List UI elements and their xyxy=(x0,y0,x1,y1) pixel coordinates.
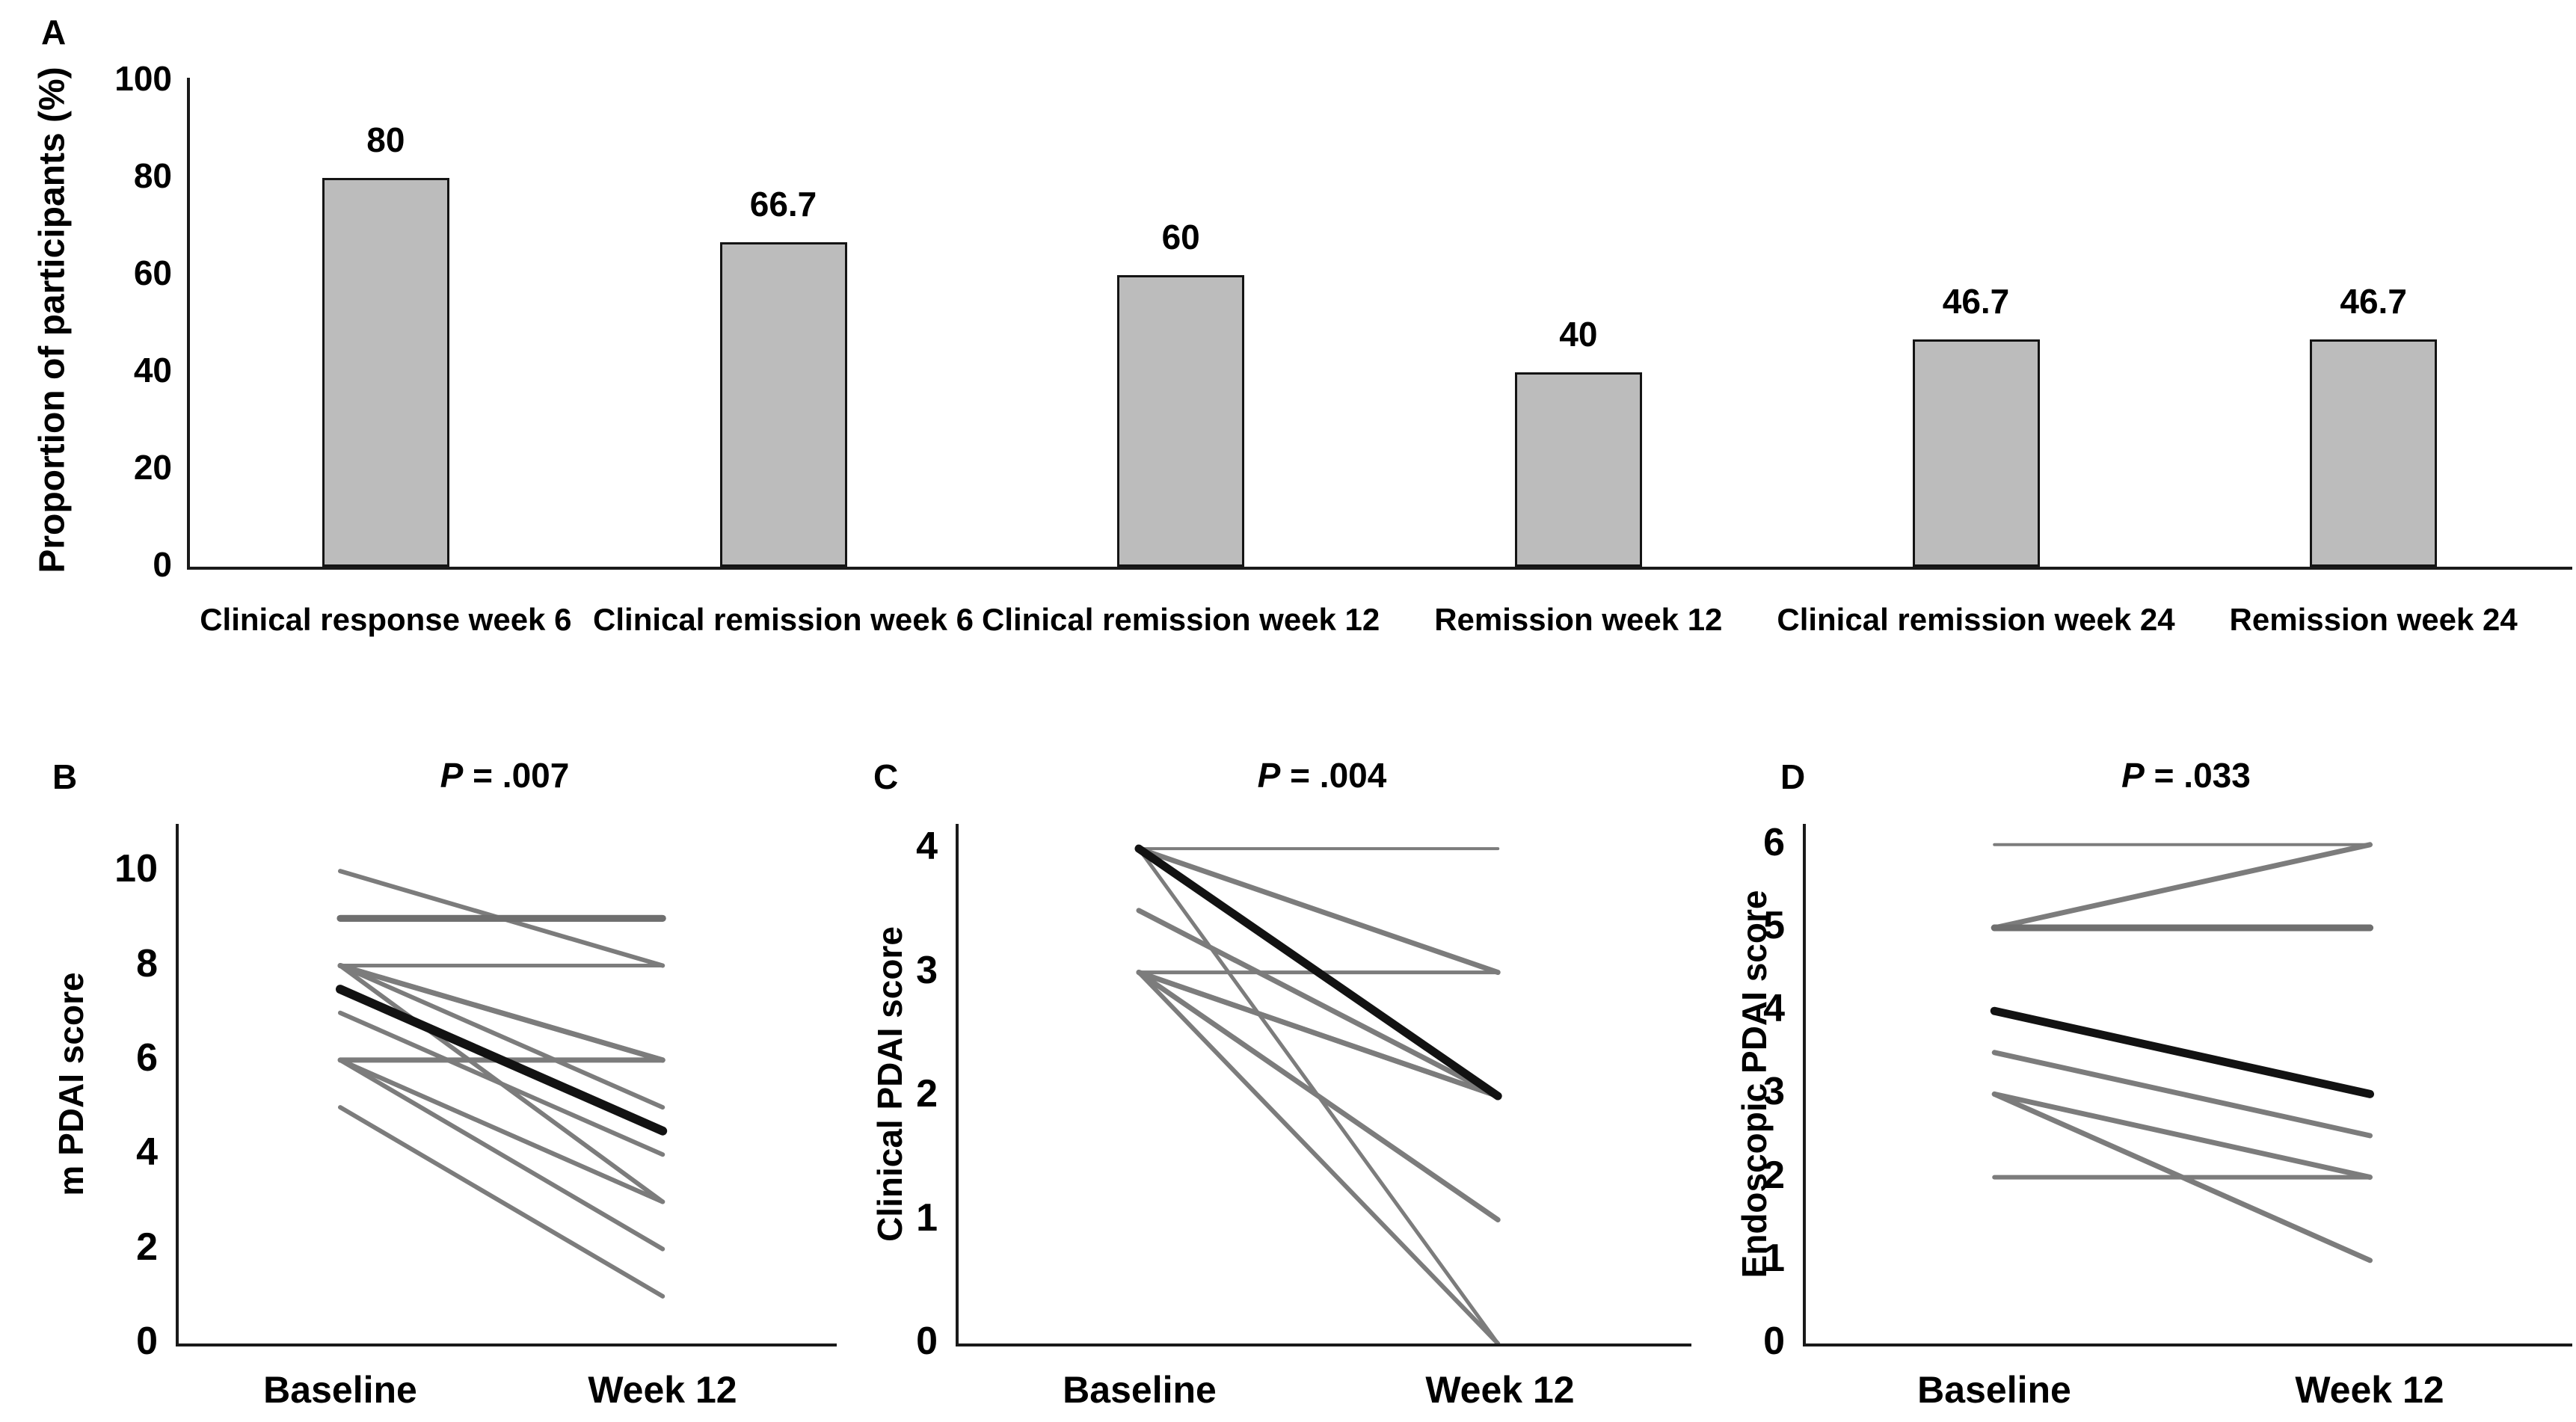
panel-b-x-tick-week12: Week 12 xyxy=(588,1369,737,1411)
panel-letter-d: D xyxy=(1780,757,1806,796)
y-tick-label: 2 xyxy=(1763,1153,1785,1197)
y-tick-label: 5 xyxy=(1763,904,1785,947)
p-value-text: = .007 xyxy=(463,756,570,795)
y-tick-label: 6 xyxy=(1763,820,1785,864)
panel-c-x-axis-line xyxy=(956,1343,1691,1346)
participant-line xyxy=(337,963,665,1063)
participant-line xyxy=(1136,970,1501,1223)
participant-line xyxy=(1991,842,2373,931)
panel-b-paired-lines xyxy=(336,869,668,1299)
panel-c-x-tick-week12: Week 12 xyxy=(1425,1369,1575,1411)
panel-b-y-axis-line xyxy=(176,824,179,1346)
panel-d-y-axis-line xyxy=(1803,824,1806,1346)
participant-line xyxy=(1136,970,1501,1099)
participant-line xyxy=(1991,1091,2373,1181)
panel-a-bar-chart: A Proportion of participants (%) 0 20 40 60… xyxy=(32,13,2572,637)
category-label: Clinical remission week 24 xyxy=(1777,602,2175,637)
category-label: Clinical remission week 6 xyxy=(593,602,974,637)
y-tick-label: 4 xyxy=(916,825,938,869)
p-value-text: = .033 xyxy=(2144,756,2251,795)
y-tick-label: 8 xyxy=(136,941,158,985)
y-tick-label: 0 xyxy=(916,1320,938,1363)
participant-line xyxy=(338,1057,665,1252)
y-tick-label: 6 xyxy=(136,1035,158,1080)
panel-d-x-tick-baseline: Baseline xyxy=(1917,1369,2071,1411)
y-tick-label: 60 xyxy=(133,253,172,292)
bar-2 xyxy=(719,242,847,567)
panel-letter-b: B xyxy=(52,757,78,796)
y-tick-label: 10 xyxy=(114,847,158,891)
panel-b-x-axis-line xyxy=(176,1343,837,1346)
panel-a-y-axis-line xyxy=(187,78,190,570)
median-line xyxy=(1990,1006,2374,1098)
y-tick-label: 3 xyxy=(916,948,938,992)
bar-value-label: 46.7 xyxy=(1942,282,2010,321)
participant-line xyxy=(1136,846,1501,976)
participant-line xyxy=(1137,970,1501,1343)
bar-4 xyxy=(1514,372,1642,567)
y-tick-label: 1 xyxy=(916,1195,938,1240)
category-label: Remission week 24 xyxy=(2229,602,2518,637)
bar-1 xyxy=(322,178,449,567)
panel-letter-c: C xyxy=(873,757,899,796)
y-tick-label: 1 xyxy=(1763,1236,1785,1280)
y-tick-label: 40 xyxy=(133,351,172,390)
median-line xyxy=(336,985,668,1136)
panel-d-x-axis-line xyxy=(1803,1343,2572,1346)
bar-5 xyxy=(1912,339,2040,567)
panel-c-x-tick-baseline: Baseline xyxy=(1063,1369,1217,1411)
participant-line xyxy=(338,1010,665,1157)
p-value-text: = .004 xyxy=(1280,756,1387,795)
y-tick-label: 80 xyxy=(133,156,172,195)
p-symbol: P xyxy=(440,756,464,795)
bar-value-label: 40 xyxy=(1559,315,1598,354)
panel-b-line-chart: B P = .007 m PDAI score Baseline Week 12… xyxy=(0,712,858,1422)
p-symbol: P xyxy=(1257,756,1281,795)
p-value-title-d: P = .033 xyxy=(1803,755,2569,795)
panel-d-line-chart: D P = .033 Endoscopic PDAI score Baselin… xyxy=(1717,712,2575,1422)
bar-value-label: 60 xyxy=(1161,218,1200,256)
panel-c-y-axis-line xyxy=(956,824,959,1346)
median-line xyxy=(1134,844,1502,1101)
panel-c-paired-lines xyxy=(1134,844,1502,1343)
bar-value-label: 80 xyxy=(366,120,405,159)
p-value-title-b: P = .007 xyxy=(176,755,834,795)
participant-line xyxy=(338,1057,665,1204)
y-tick-label: 100 xyxy=(114,59,172,98)
y-tick-label: 3 xyxy=(1763,1070,1785,1114)
participant-line xyxy=(1991,1050,2373,1139)
category-label: Clinical remission week 12 xyxy=(982,602,1380,637)
category-label: Clinical response week 6 xyxy=(200,602,572,637)
bar-3 xyxy=(1117,275,1245,567)
y-tick-label: 0 xyxy=(153,545,172,584)
p-symbol: P xyxy=(2121,756,2145,795)
panel-a-x-axis-line xyxy=(187,567,2572,570)
panel-a-y-axis-title: Proportion of participants (%) xyxy=(32,67,73,573)
y-tick-label: 2 xyxy=(916,1072,938,1116)
panel-b-x-tick-baseline: Baseline xyxy=(263,1369,417,1411)
participant-line xyxy=(338,963,665,1110)
panel-letter-a: A xyxy=(41,13,67,52)
participant-line xyxy=(338,1105,665,1299)
y-tick-label: 0 xyxy=(1763,1320,1785,1363)
bar-value-label: 66.7 xyxy=(749,185,817,224)
p-value-title-c: P = .004 xyxy=(956,755,1688,795)
bar-6 xyxy=(2310,339,2438,567)
y-tick-label: 20 xyxy=(133,448,172,487)
y-tick-label: 4 xyxy=(136,1130,158,1175)
bar-value-label: 46.7 xyxy=(2340,282,2407,321)
category-label: Remission week 12 xyxy=(1434,602,1723,637)
y-tick-label: 2 xyxy=(136,1225,158,1269)
panel-d-x-tick-week12: Week 12 xyxy=(2295,1369,2444,1411)
participant-line xyxy=(1136,908,1501,1099)
y-tick-label: 4 xyxy=(1763,987,1785,1031)
y-tick-label: 0 xyxy=(136,1320,158,1363)
panel-d-paired-lines xyxy=(1990,842,2374,1264)
panel-c-line-chart: C P = .004 Clinical PDAI score Baseline … xyxy=(858,712,1717,1422)
